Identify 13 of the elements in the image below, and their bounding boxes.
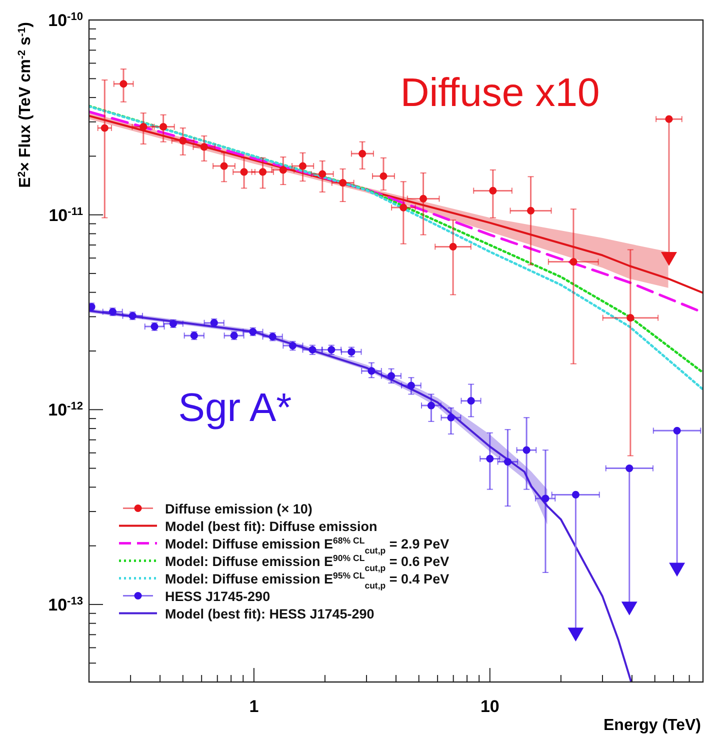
x-tick-label: 10	[480, 697, 500, 716]
y-tick-label: 10$^{-10}$	[48, 11, 83, 30]
annotation: Diffuse x10	[400, 70, 600, 115]
legend-label: Model (best fit): Diffuse emission	[165, 518, 378, 534]
y-tick-label: 10$^{-12}$	[48, 400, 83, 420]
y-tick-label: 10$^{-11}$	[48, 206, 83, 225]
annotation: Sgr A*	[178, 386, 292, 430]
legend-label: Model (best fit): HESS J1745-290	[165, 606, 374, 622]
legend-label: HESS J1745-290	[165, 588, 270, 604]
x-axis-title: Energy (TeV)	[604, 717, 701, 734]
legend-label: Diffuse emission (× 10)	[165, 501, 312, 516]
x-tick-label: 1	[249, 697, 259, 716]
y-tick-label: 10$^{-13}$	[48, 595, 83, 614]
